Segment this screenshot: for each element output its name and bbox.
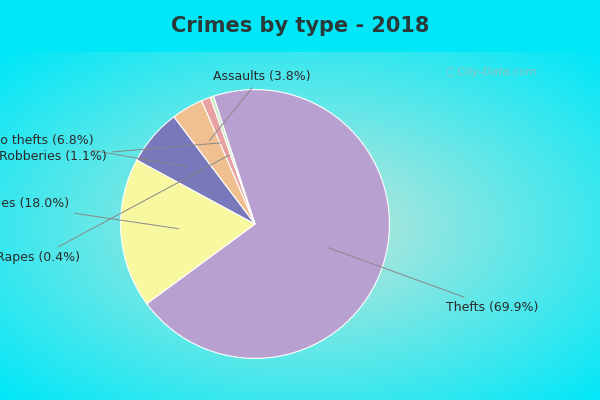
Text: Rapes (0.4%): Rapes (0.4%)	[0, 155, 229, 264]
Wedge shape	[210, 96, 255, 224]
Wedge shape	[121, 160, 255, 304]
Wedge shape	[147, 90, 389, 358]
Wedge shape	[202, 97, 255, 224]
Text: Robberies (1.1%): Robberies (1.1%)	[0, 143, 220, 163]
Text: Crimes by type - 2018: Crimes by type - 2018	[171, 16, 429, 36]
Text: ⓘ City-Data.com: ⓘ City-Data.com	[447, 67, 537, 77]
Wedge shape	[174, 101, 255, 224]
Text: Assaults (3.8%): Assaults (3.8%)	[209, 70, 311, 140]
Text: Auto thefts (6.8%): Auto thefts (6.8%)	[0, 134, 186, 166]
Text: Burglaries (18.0%): Burglaries (18.0%)	[0, 197, 179, 229]
Wedge shape	[137, 117, 255, 224]
Text: Thefts (69.9%): Thefts (69.9%)	[328, 248, 538, 314]
